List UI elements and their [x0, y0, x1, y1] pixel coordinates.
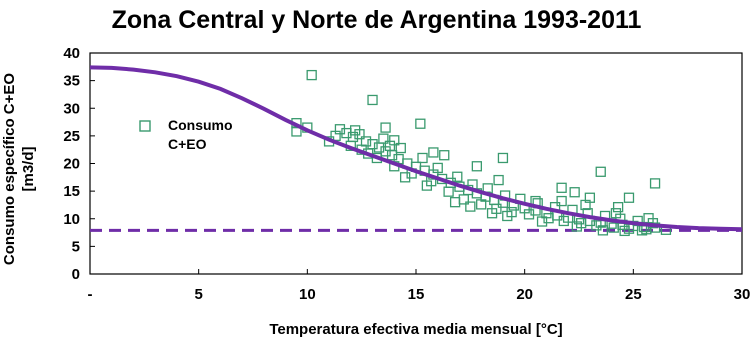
data-point [558, 215, 569, 227]
data-point [306, 69, 317, 81]
data-point [415, 118, 426, 129]
data-point [389, 135, 400, 146]
data-point [439, 150, 450, 161]
x-tick-label: 5 [194, 286, 202, 303]
data-point [523, 209, 535, 220]
plot-border [89, 52, 743, 275]
data-point [452, 171, 463, 182]
data-point [395, 142, 406, 154]
data-point [612, 201, 624, 213]
data-point [380, 122, 391, 133]
data-point [399, 172, 411, 183]
legend-label-line1: Consumo [168, 117, 233, 133]
y-axis-label-line1: Consumo específico C+EO [1, 72, 18, 266]
data-point [649, 178, 661, 189]
y-axis-label: Consumo específico C+EO [m3/d] [0, 54, 38, 284]
data-point [476, 199, 487, 210]
data-point [378, 133, 389, 144]
data-point [536, 216, 548, 227]
y-tick-label: 10 [63, 211, 80, 228]
y-tick-label: 15 [63, 183, 80, 200]
data-point [465, 201, 476, 212]
data-point [595, 166, 606, 177]
data-point [556, 182, 567, 193]
x-tick-label: 25 [625, 286, 642, 303]
fit-curve-layer [89, 65, 743, 232]
y-tick-label: 0 [72, 266, 80, 283]
data-point [597, 225, 609, 236]
fit-curve [89, 65, 743, 232]
data-point [349, 125, 361, 136]
legend: Consumo C+EO [139, 117, 233, 152]
data-point [543, 213, 554, 224]
data-point [502, 210, 513, 222]
data-point [486, 208, 498, 219]
data-point [428, 147, 439, 158]
x-tick-label: 15 [408, 286, 425, 303]
data-point [421, 180, 433, 191]
data-point [610, 208, 622, 219]
y-tick-label: 35 [63, 73, 80, 90]
y-tick-label: 40 [63, 45, 80, 62]
data-point [432, 162, 443, 174]
data-point [619, 225, 630, 237]
y-tick-label: 25 [63, 128, 80, 145]
axes: 0 5 10 15 20 25 30 35 40 - 5 10 15 20 25 30 [63, 45, 750, 303]
x-tick-label: 30 [734, 286, 751, 303]
y-tick-label: 30 [63, 100, 80, 117]
plot-area [89, 52, 743, 275]
y-axis-label-line2: [m3/d] [20, 146, 37, 192]
data-point [571, 221, 582, 232]
data-point [449, 197, 461, 208]
legend-label-line2: C+EO [168, 136, 207, 152]
data-point [443, 186, 454, 197]
legend-marker [139, 120, 151, 132]
data-point [417, 152, 428, 164]
data-point [608, 222, 619, 233]
y-tick-label: 5 [72, 238, 80, 255]
data-point [569, 187, 580, 198]
data-point [623, 192, 635, 203]
x-tick-label: 10 [299, 286, 316, 303]
data-point [471, 161, 483, 172]
data-point [584, 192, 596, 203]
data-point [493, 174, 504, 186]
x-tick-label: 20 [516, 286, 533, 303]
data-point [367, 94, 378, 106]
data-point [643, 213, 654, 224]
x-tick-label: - [88, 286, 93, 303]
chart-title: Zona Central y Norte de Argentina 1993-2… [111, 6, 642, 34]
y-tick-label: 20 [63, 156, 80, 173]
x-axis-label: Temperatura efectiva media mensual [°C] [269, 321, 563, 338]
scatter-points [291, 69, 672, 237]
data-point [556, 195, 567, 207]
data-point [497, 152, 509, 164]
